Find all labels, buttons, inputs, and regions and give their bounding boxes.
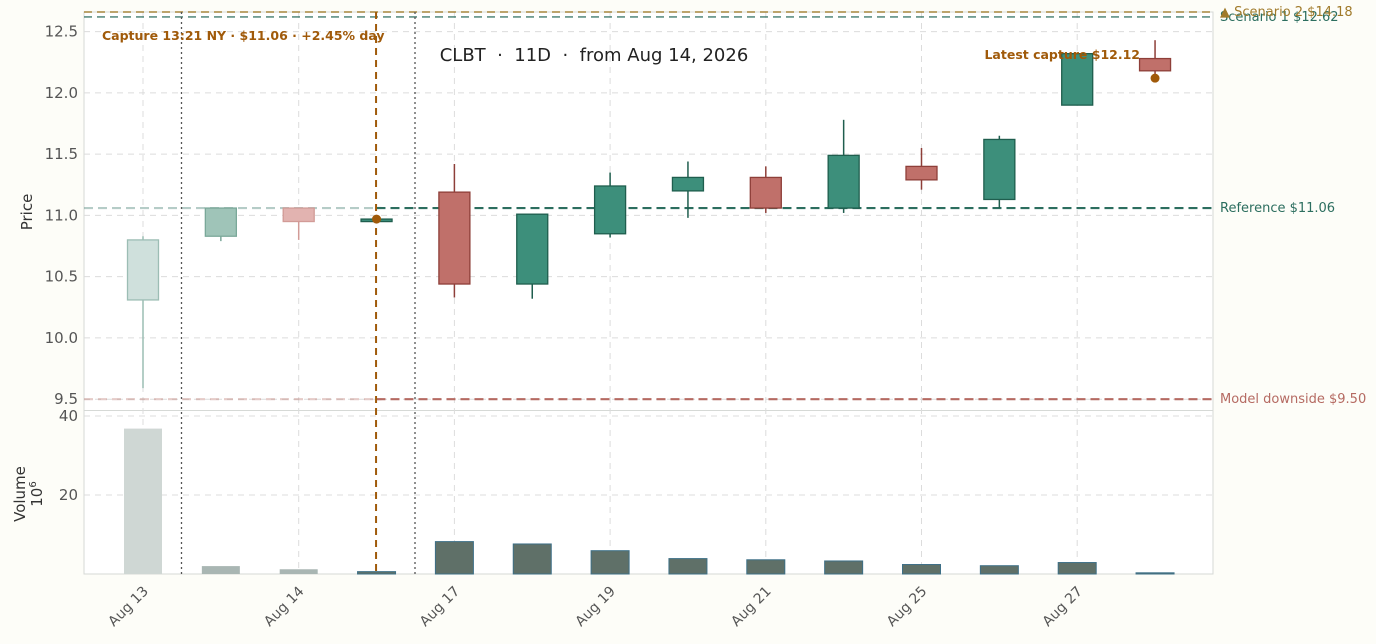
latest-capture-marker [1150, 73, 1160, 83]
volume-bar [824, 560, 864, 575]
x-tick-label: Aug 25 [884, 584, 930, 630]
candle-body [905, 165, 938, 181]
volume-bar [979, 565, 1019, 575]
volume-tick-label: 40 [59, 407, 78, 425]
volume-bar [902, 564, 941, 575]
x-tick-label: Aug 21 [728, 584, 774, 630]
candle-body [204, 207, 238, 237]
candle-body [749, 176, 782, 209]
price-axis-label: Price [18, 194, 36, 231]
volume-axis-label: Volume [11, 466, 29, 522]
volume-bar [1057, 562, 1097, 575]
price-tick-label: 10.0 [45, 329, 78, 347]
volume-bar [746, 559, 786, 575]
x-tick-label: Aug 27 [1040, 584, 1086, 630]
candle-body [1138, 57, 1172, 72]
reference-line-label: Model downside $9.50 [1220, 392, 1366, 407]
price-tick-label: 11.0 [45, 206, 78, 224]
volume-bar [357, 571, 397, 575]
volume-scale-label: 106 [28, 481, 46, 506]
volume-bar [668, 558, 708, 575]
price-tick-label: 12.0 [45, 84, 78, 102]
volume-bar [1135, 572, 1175, 575]
latest-capture-annotation: Latest capture $12.12 [984, 47, 1140, 62]
candle-body [1061, 53, 1094, 106]
x-tick-label: Aug 14 [261, 583, 307, 629]
reference-line-label: Reference $11.06 [1220, 201, 1335, 216]
candle-body [516, 213, 549, 285]
candle-body [983, 138, 1016, 201]
capture-marker [372, 214, 382, 224]
chart-title: CLBT · 11D · from Aug 14, 2026 [440, 45, 749, 66]
candle-body [126, 239, 160, 301]
candle-body [438, 191, 471, 285]
candle-body [593, 185, 627, 235]
x-tick-label: Aug 13 [105, 584, 151, 630]
volume-bar [512, 543, 552, 575]
candle-body [827, 154, 860, 209]
price-tick-label: 9.5 [54, 390, 78, 408]
price-tick-label: 11.5 [45, 145, 78, 163]
candle-body [282, 207, 315, 223]
reference-line-label: ▲ Scenario 2 $14.18 [1220, 5, 1353, 20]
volume-bar [434, 541, 474, 575]
candle-body [671, 176, 705, 192]
x-tick-label: Aug 17 [417, 584, 463, 630]
x-tick-label: Aug 19 [573, 584, 619, 630]
capture-annotation: Capture 13:21 NY · $11.06 · +2.45% day [102, 28, 385, 43]
price-tick-label: 12.5 [45, 23, 78, 41]
volume-bar [590, 550, 630, 575]
plot-frame [83, 11, 1214, 575]
volume-bar [279, 569, 318, 574]
reference-line-label: Scenario 1 $12.62 [1220, 10, 1339, 25]
volume-bar [201, 566, 240, 574]
price-tick-label: 10.5 [45, 268, 78, 286]
volume-bar [124, 428, 162, 574]
volume-tick-label: 20 [59, 486, 78, 504]
